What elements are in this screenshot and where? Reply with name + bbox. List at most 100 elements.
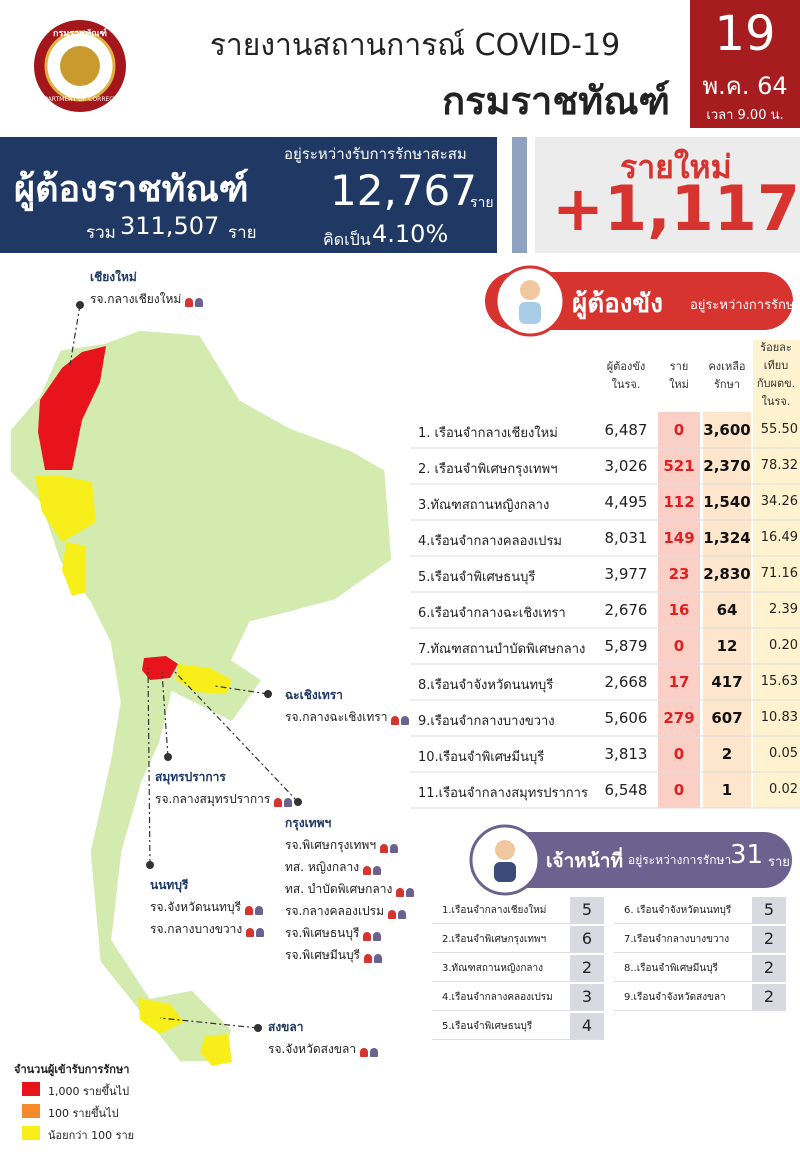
new-cases-value: +1,117 <box>552 172 800 245</box>
column-header: ในรจ. <box>761 395 791 408</box>
prison-label: รจ.กลางคลองเปรม <box>285 904 385 918</box>
total-value: 311,507 <box>120 212 220 240</box>
person-icon <box>256 928 264 937</box>
person-icon <box>373 932 381 941</box>
leader-dot <box>264 690 272 698</box>
leader-line <box>69 304 81 366</box>
percent-share: 71.16 <box>760 566 798 581</box>
staff-prison-count: 2 <box>763 958 775 977</box>
prison-name: 6.เรือนจำกลางฉะเชิงเทรา <box>418 606 566 621</box>
prison-icons <box>361 926 381 945</box>
person-icon <box>185 298 193 307</box>
percent-share: 0.20 <box>769 638 798 653</box>
staff-prison-count: 5 <box>581 900 593 919</box>
map-country <box>9 329 393 1063</box>
staff-row-bg <box>614 926 786 953</box>
person-icon <box>363 866 371 875</box>
person-icon <box>370 1048 378 1057</box>
province-label: สมุทรปราการ <box>155 770 226 784</box>
person-icon <box>401 716 409 725</box>
new-count: 0 <box>673 637 685 655</box>
prison-icons <box>378 838 398 857</box>
staff-prison-name: 8..เรือนจำพิเศษมีนบุรี <box>624 963 718 974</box>
staff-prison-count: 3 <box>581 987 593 1006</box>
staff-prison-name: 5.เรือนจำพิเศษธนบุรี <box>442 1021 533 1032</box>
legend-swatch <box>22 1082 40 1096</box>
staff-count-bg <box>570 897 604 923</box>
prison-icons <box>361 860 381 879</box>
person-icon <box>284 798 292 807</box>
prison-label: รจ.จังหวัดนนทบุรี <box>150 900 242 914</box>
staff-prison-name: 6. เรือนจำจังหวัดนนทบุรี <box>624 905 732 916</box>
new-cases-label: รายใหม่ <box>620 148 732 186</box>
inmate-count: 5,606 <box>604 709 648 727</box>
person-icon <box>398 910 406 919</box>
legend-swatch <box>22 1126 40 1140</box>
column-header: ผู้ต้องขัง <box>606 360 646 373</box>
province-label: เชียงใหม่ <box>90 270 137 284</box>
prison-icons <box>358 1042 378 1061</box>
inmate-count: 6,487 <box>604 421 648 439</box>
person-icon <box>380 844 388 853</box>
percent-share: 34.26 <box>760 494 798 509</box>
inmate-title: ผู้ต้องขัง <box>572 289 663 319</box>
prison-name: 8.เรือนจำจังหวัดนนทบุรี <box>418 678 554 693</box>
prison-label: ทส. บำบัดพิเศษกลาง <box>285 882 393 896</box>
prison-icons <box>244 922 264 941</box>
percent-share: 2.39 <box>769 602 798 617</box>
total-unit: ราย <box>228 223 257 243</box>
logo-subtext: DEPARTMENT OF CORRECTIONS <box>36 96 132 103</box>
leader-line <box>174 671 299 803</box>
prison-name: 2. เรือนจำพิเศษกรุงเทพฯ <box>418 462 558 477</box>
leader-dot <box>164 753 172 761</box>
map-region-yellow <box>35 476 96 542</box>
prison-label: รจ.พิเศษธนบุรี <box>285 926 360 940</box>
inmate-icon-body <box>519 302 541 324</box>
staff-row-bg <box>432 1013 604 1040</box>
staff-prison-name: 9.เรือนจำจังหวัดสงขลา <box>624 992 726 1003</box>
inmate-count: 3,977 <box>604 565 648 583</box>
leader-dot <box>254 1024 262 1032</box>
date-box <box>690 0 800 128</box>
remaining-count: 1,324 <box>703 529 751 547</box>
staff-prison-count: 5 <box>763 900 775 919</box>
leader-dot <box>146 861 154 869</box>
percent-value: 4.10% <box>372 220 449 248</box>
prison-label: รจ.กลางเชียงใหม่ <box>90 292 182 306</box>
new-count: 0 <box>673 781 685 799</box>
leader-line <box>161 671 169 758</box>
date-time: เวลา 9.00 น. <box>706 108 784 123</box>
new-count: 17 <box>668 673 690 691</box>
remaining-count: 3,600 <box>703 421 751 439</box>
remaining-count: 1 <box>721 781 733 799</box>
inmate-count: 2,668 <box>604 673 648 691</box>
prison-name: 3.ทัณฑสถานหญิงกลาง <box>418 498 550 513</box>
inmate-icon <box>494 265 566 337</box>
leader-dot <box>294 798 302 806</box>
prison-name: 10.เรือนจำพิเศษมีนบุรี <box>418 750 545 765</box>
person-icon <box>364 954 372 963</box>
remaining-count: 12 <box>716 637 738 655</box>
column-header: ร้อยละ <box>760 341 792 354</box>
inmate-subtitle: อยู่ระหว่างการรักษา <box>690 298 800 313</box>
staff-prison-count: 2 <box>763 987 775 1006</box>
staff-count-bg <box>752 926 786 952</box>
legend-label: 1,000 รายขึ้นไป <box>48 1085 130 1098</box>
prison-name: 4.เรือนจำกลางคลองเปรม <box>418 534 562 549</box>
prison-name: 5.เรือนจำพิเศษธนบุรี <box>418 570 536 585</box>
province-label: นนทบุรี <box>150 878 189 892</box>
staff-count-bg <box>752 955 786 981</box>
inmate-count: 8,031 <box>604 529 648 547</box>
staff-row-bg <box>432 984 604 1011</box>
date-month: พ.ค. 64 <box>702 72 788 100</box>
prison-label: รจ.พิเศษมีนบุรี <box>285 948 361 962</box>
percent-share: 15.63 <box>760 674 798 689</box>
person-icon <box>274 798 282 807</box>
legend-label: น้อยกว่า 100 ราย <box>48 1129 135 1142</box>
person-icon <box>255 906 263 915</box>
column-header: ในรจ. <box>611 378 641 391</box>
remaining-count: 1,540 <box>703 493 751 511</box>
report-title: รายงานสถานการณ์ COVID-19 <box>209 28 621 63</box>
